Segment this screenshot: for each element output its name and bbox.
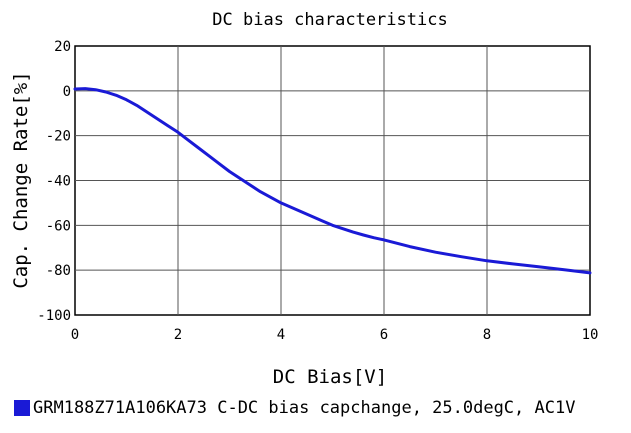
- legend-swatch: [14, 400, 30, 416]
- chart-title: DC bias characteristics: [212, 10, 447, 30]
- y-axis-label: Cap. Change Rate[%]: [10, 71, 32, 288]
- legend: GRM188Z71A106KA73 C-DC bias capchange, 2…: [14, 398, 575, 418]
- y-tick-label: 20: [54, 39, 71, 55]
- legend-label: GRM188Z71A106KA73 C-DC bias capchange, 2…: [33, 398, 576, 418]
- y-tick-label: -80: [46, 263, 71, 279]
- x-tick-label: 10: [582, 327, 599, 343]
- series-line: [73, 87, 592, 275]
- y-tick-label: 0: [63, 84, 71, 100]
- x-tick-label: 2: [174, 327, 182, 343]
- series-layer: [73, 87, 592, 275]
- x-tick-label: 6: [380, 327, 388, 343]
- y-tick-label: -40: [46, 174, 71, 190]
- y-tick-label: -100: [37, 308, 71, 324]
- y-tick-label: -60: [46, 218, 71, 234]
- y-tick-label: -20: [46, 129, 71, 145]
- grid-layer: [75, 46, 590, 315]
- tick-layer: 0 2 4 6 8 10 20 0 -20 -40 -60 -80 -100: [37, 39, 598, 343]
- x-tick-label: 8: [483, 327, 491, 343]
- x-tick-label: 4: [277, 327, 285, 343]
- x-axis-label: DC Bias[V]: [273, 366, 387, 388]
- x-tick-label: 0: [71, 327, 79, 343]
